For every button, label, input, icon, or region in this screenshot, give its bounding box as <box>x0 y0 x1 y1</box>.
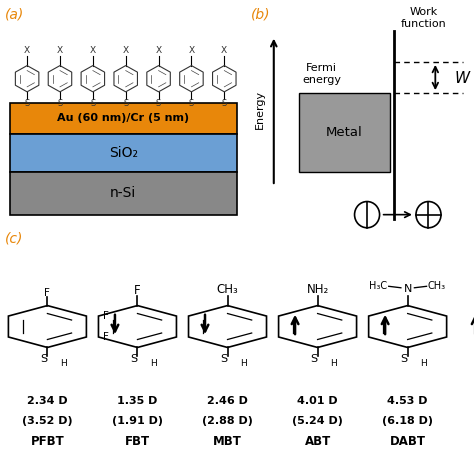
Text: MBT: MBT <box>213 435 242 448</box>
Text: H: H <box>60 359 66 368</box>
Text: Work
function: Work function <box>401 7 447 29</box>
Text: H: H <box>420 359 427 368</box>
Text: S: S <box>189 99 194 108</box>
Text: X: X <box>155 45 162 54</box>
Text: 2.46 D: 2.46 D <box>207 396 248 406</box>
Text: 4.53 D: 4.53 D <box>387 396 428 406</box>
Text: H: H <box>150 359 156 368</box>
Text: ABT: ABT <box>304 435 331 448</box>
Text: Au (60 nm)/Cr (5 nm): Au (60 nm)/Cr (5 nm) <box>57 113 189 123</box>
Text: 2.34 D: 2.34 D <box>27 396 68 406</box>
Text: X: X <box>188 45 194 54</box>
Text: F: F <box>103 311 109 321</box>
Text: CH₃: CH₃ <box>428 281 446 291</box>
Text: Metal: Metal <box>326 126 363 139</box>
Text: (1.91 D): (1.91 D) <box>112 416 163 426</box>
Text: (3.52 D): (3.52 D) <box>22 416 73 426</box>
Text: H: H <box>330 359 337 368</box>
Text: SiO₂: SiO₂ <box>109 146 138 160</box>
Text: PFBT: PFBT <box>30 435 64 448</box>
Text: S: S <box>57 99 63 108</box>
Text: 1.35 D: 1.35 D <box>117 396 158 406</box>
Text: (b): (b) <box>251 7 271 21</box>
Text: Energy: Energy <box>255 90 265 129</box>
Text: H: H <box>240 359 246 368</box>
Text: FBT: FBT <box>125 435 150 448</box>
Bar <box>10 134 237 172</box>
Text: F: F <box>134 284 141 297</box>
Text: S: S <box>90 99 95 108</box>
Text: CH₃: CH₃ <box>217 284 238 297</box>
Text: S: S <box>40 354 47 364</box>
Text: X: X <box>90 45 96 54</box>
Text: S: S <box>310 354 318 364</box>
Text: (6.18 D): (6.18 D) <box>382 416 433 426</box>
Text: $W$: $W$ <box>454 69 471 86</box>
Text: X: X <box>123 45 129 54</box>
Text: S: S <box>220 354 228 364</box>
Text: (5.24 D): (5.24 D) <box>292 416 343 426</box>
Text: H₃C: H₃C <box>369 281 387 291</box>
Text: N: N <box>403 284 412 294</box>
Text: S: S <box>123 99 128 108</box>
Text: S: S <box>401 354 408 364</box>
Text: n-Si: n-Si <box>110 186 137 200</box>
Bar <box>299 93 390 172</box>
Text: 4.01 D: 4.01 D <box>297 396 338 406</box>
Bar <box>10 103 237 134</box>
Text: (2.88 D): (2.88 D) <box>202 416 253 426</box>
Text: S: S <box>130 354 137 364</box>
Text: (a): (a) <box>5 7 24 21</box>
Text: X: X <box>57 45 63 54</box>
Text: F: F <box>45 288 50 298</box>
Text: S: S <box>156 99 161 108</box>
Text: S: S <box>222 99 227 108</box>
Text: DABT: DABT <box>390 435 426 448</box>
Text: F: F <box>103 332 109 342</box>
Text: (c): (c) <box>5 232 23 246</box>
Bar <box>10 172 237 215</box>
Text: Fermi
energy: Fermi energy <box>302 63 341 85</box>
Text: NH₂: NH₂ <box>307 284 328 297</box>
Text: X: X <box>221 45 228 54</box>
Text: X: X <box>24 45 30 54</box>
Text: S: S <box>25 99 30 108</box>
